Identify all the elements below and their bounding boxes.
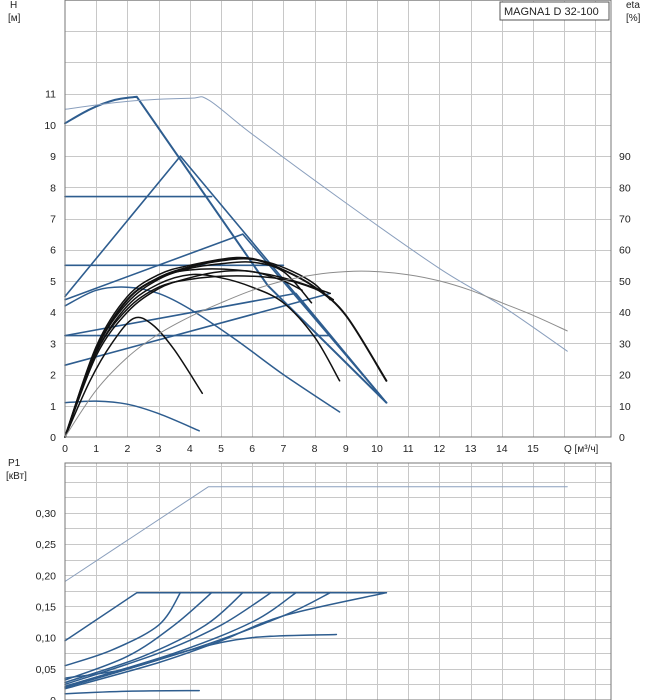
head-axis-label: H <box>10 0 17 11</box>
power-tick-label: 0,10 <box>36 633 57 645</box>
flow-tick-label: 7 <box>280 443 286 455</box>
axis-tick-labels: 0 1 2 3 4 5 6 7 8 9 10 11 12 13 14 15012345678910110102… <box>36 89 631 700</box>
flow-tick-label: 6 <box>249 443 255 455</box>
head-tick-label: 6 <box>50 245 56 257</box>
power-chart-frame <box>64 462 612 700</box>
head-axis-unit: [м] <box>8 13 21 24</box>
head-tick-label: 4 <box>50 307 56 319</box>
power-curve-P1-g <box>64 591 388 690</box>
flow-axis-label: Q [м³/ч] <box>564 444 599 455</box>
head-tick-label: 9 <box>50 151 56 163</box>
power-curve-P1-c <box>64 591 244 684</box>
eta-tick-label: 80 <box>619 182 631 194</box>
flow-tick-label: 12 <box>434 443 446 455</box>
eta-tick-label: 50 <box>619 276 631 288</box>
power-tick-label: 0,20 <box>36 570 57 582</box>
head-curve-eta-max <box>64 96 568 352</box>
head-tick-label: 0 <box>50 432 56 444</box>
head-curve-proportional-pressure-mid <box>64 233 388 404</box>
power-axis-label: P1 <box>8 458 21 469</box>
flow-tick-label: 8 <box>312 443 318 455</box>
head-tick-label: 8 <box>50 182 56 194</box>
head-curve-eff-6 <box>64 269 303 438</box>
head-curve-fixed-speed-III <box>64 286 341 413</box>
head-chart-grid <box>65 0 611 437</box>
power-tick-label: 0,15 <box>36 601 57 613</box>
head-chart-series <box>64 95 568 438</box>
power-curve-P1-e <box>64 591 297 688</box>
flow-tick-label: 15 <box>527 443 539 455</box>
flow-tick-label: 2 <box>124 443 130 455</box>
power-curve-P1-min <box>64 689 200 695</box>
head-curve-eta <box>64 270 568 438</box>
power-tick-label: 0,30 <box>36 508 57 520</box>
power-curve-P1-limit <box>64 591 388 642</box>
power-axis-unit: [кВт] <box>6 471 27 482</box>
head-curve-max-curve <box>64 95 388 404</box>
flow-tick-label: 4 <box>187 443 193 455</box>
head-tick-label: 7 <box>50 214 56 226</box>
eta-tick-label: 70 <box>619 214 631 226</box>
eta-tick-label: 10 <box>619 401 631 413</box>
head-tick-label: 10 <box>44 120 56 132</box>
flow-tick-label: 13 <box>465 443 477 455</box>
head-curve-fixed-speed-II <box>64 316 204 438</box>
flow-tick-label: 9 <box>343 443 349 455</box>
eta-axis-label: eta <box>626 0 640 11</box>
eta-tick-label: 30 <box>619 338 631 350</box>
chart-title: MAGNA1 D 32-100 <box>504 6 599 18</box>
power-curve-P1-f <box>64 591 331 689</box>
model-label-box <box>499 1 610 21</box>
power-chart-series <box>64 486 568 695</box>
head-tick-label: 11 <box>45 89 56 101</box>
flow-tick-label: 0 <box>62 443 68 455</box>
head-curve-eff-7 <box>64 260 313 438</box>
head-curve-eff-5 <box>64 275 335 438</box>
flow-tick-label: 10 <box>371 443 383 455</box>
head-tick-label: 5 <box>50 276 56 288</box>
flow-tick-label: 14 <box>496 443 508 455</box>
power-curve-P1-a <box>64 591 182 667</box>
head-curve-fixed-speed-I <box>64 400 200 432</box>
eta-tick-label: 90 <box>619 151 631 163</box>
eta-tick-label: 0 <box>619 432 625 444</box>
eta-axis-unit: [%] <box>626 13 641 24</box>
power-tick-label: 0,05 <box>36 664 57 676</box>
power-tick-label: 0,25 <box>36 539 57 551</box>
flow-tick-label: 1 <box>93 443 99 455</box>
head-tick-label: 3 <box>50 338 56 350</box>
power-chart-grid <box>65 463 611 700</box>
head-curve-proportional-pressure-low <box>64 292 388 404</box>
flow-tick-label: 3 <box>156 443 162 455</box>
flow-tick-label: 5 <box>218 443 224 455</box>
power-curve-P1-d <box>64 591 272 686</box>
eta-tick-label: 20 <box>619 370 631 382</box>
flow-tick-label: 11 <box>403 443 414 455</box>
head-tick-label: 1 <box>50 401 56 413</box>
eta-tick-label: 40 <box>619 307 631 319</box>
power-curve-P1-max <box>64 486 568 582</box>
head-tick-label: 2 <box>50 370 56 382</box>
head-chart-frame <box>64 0 612 438</box>
power-curve-P1-h <box>64 633 338 679</box>
eta-tick-label: 60 <box>619 245 631 257</box>
power-curve-P1-b <box>64 591 213 681</box>
power-tick-label: 0 <box>50 695 56 700</box>
